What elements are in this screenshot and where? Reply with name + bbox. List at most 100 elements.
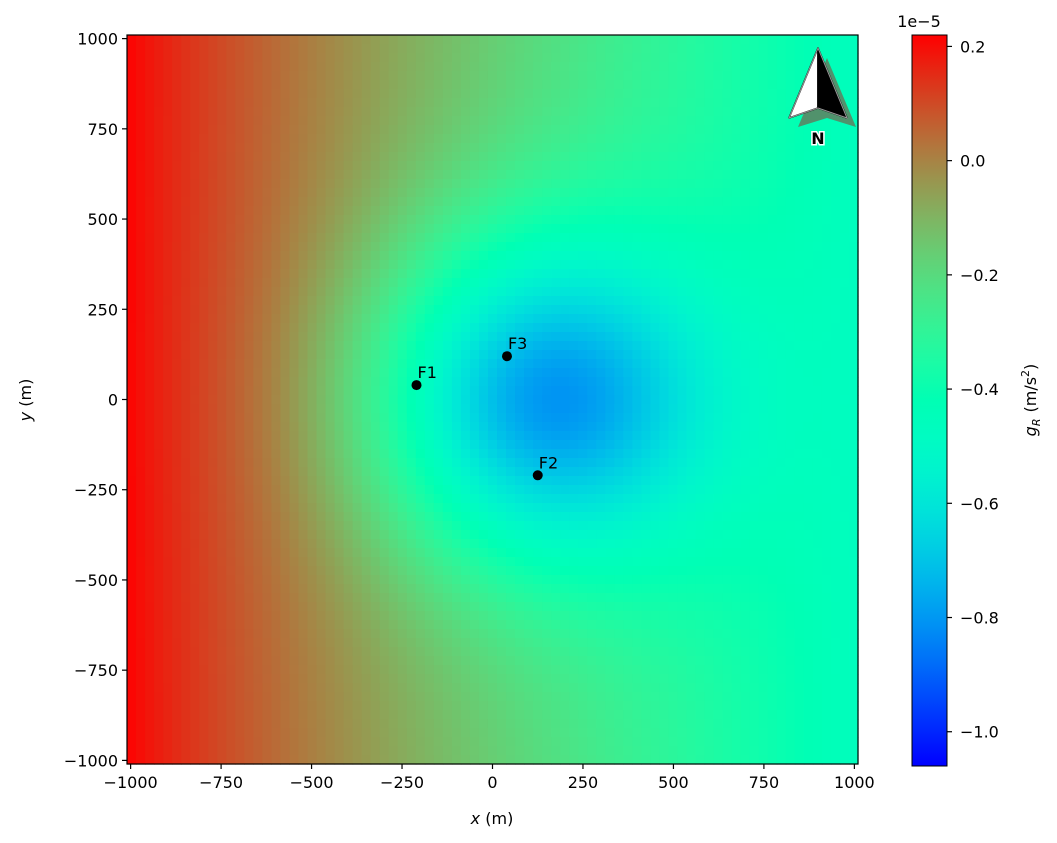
- heatmap-cell: [641, 224, 652, 234]
- heatmap-cell: [145, 521, 155, 531]
- heatmap-cell: [659, 413, 670, 423]
- heatmap-cell: [659, 80, 670, 90]
- heatmap-cell: [172, 35, 182, 45]
- heatmap-cell: [388, 143, 399, 153]
- heatmap-cell: [812, 305, 823, 315]
- heatmap-cell: [181, 386, 191, 396]
- heatmap-cell: [623, 242, 633, 252]
- heatmap-cell: [533, 242, 543, 252]
- heatmap-cell: [163, 224, 173, 234]
- heatmap-cell: [280, 269, 291, 279]
- heatmap-cell: [668, 116, 679, 126]
- heatmap-cell: [478, 413, 489, 423]
- heatmap-cell: [542, 350, 552, 360]
- heatmap-cell: [325, 260, 336, 270]
- heatmap-cell: [695, 80, 706, 90]
- heatmap-cell: [217, 485, 227, 495]
- heatmap-cell: [460, 44, 471, 54]
- heatmap-cell: [235, 305, 245, 315]
- heatmap-cell: [280, 107, 291, 117]
- heatmap-cell: [605, 359, 615, 369]
- heatmap-cell: [253, 584, 263, 594]
- heatmap-cell: [442, 233, 453, 243]
- heatmap-cell: [542, 323, 552, 333]
- heatmap-cell: [253, 350, 263, 360]
- heatmap-cell: [731, 89, 742, 99]
- heatmap-cell: [776, 521, 787, 531]
- heatmap-cell: [361, 44, 372, 54]
- heatmap-cell: [379, 170, 390, 180]
- heatmap-cell: [307, 323, 318, 333]
- heatmap-cell: [325, 395, 336, 405]
- heatmap-cell: [695, 143, 706, 153]
- heatmap-cell: [641, 71, 652, 81]
- heatmap-cell: [767, 269, 778, 279]
- heatmap-cell: [334, 170, 345, 180]
- heatmap-cell: [334, 377, 345, 387]
- heatmap-cell: [785, 62, 796, 72]
- heatmap-cell: [542, 233, 552, 243]
- heatmap-cell: [677, 278, 688, 288]
- heatmap-cell: [433, 71, 444, 81]
- heatmap-cell: [244, 44, 254, 54]
- heatmap-cell: [352, 503, 363, 513]
- heatmap-cell: [433, 233, 444, 243]
- heatmap-cell: [379, 566, 390, 576]
- heatmap-cell: [515, 62, 525, 72]
- heatmap-cell: [722, 125, 733, 135]
- heatmap-cell: [451, 296, 462, 306]
- heatmap-cell: [361, 71, 372, 81]
- heatmap-cell: [487, 305, 498, 315]
- heatmap-cell: [388, 62, 399, 72]
- heatmap-cell: [190, 206, 200, 216]
- heatmap-cell: [578, 476, 588, 486]
- heatmap-cell: [569, 98, 579, 108]
- heatmap-cell: [614, 188, 624, 198]
- heatmap-cell: [758, 350, 769, 360]
- heatmap-cell: [424, 35, 435, 45]
- heatmap-cell: [731, 422, 742, 432]
- heatmap-cell: [623, 395, 633, 405]
- heatmap-cell: [316, 557, 327, 567]
- heatmap-cell: [623, 566, 633, 576]
- heatmap-cell: [794, 494, 805, 504]
- heatmap-cell: [758, 305, 769, 315]
- heatmap-cell: [506, 305, 516, 315]
- heatmap-cell: [217, 548, 227, 558]
- heatmap-cell: [497, 125, 507, 135]
- heatmap-cell: [370, 161, 381, 171]
- heatmap-cell: [794, 575, 805, 585]
- heatmap-cell: [686, 89, 697, 99]
- heatmap-cell: [686, 440, 697, 450]
- heatmap-cell: [424, 62, 435, 72]
- heatmap-cell: [641, 539, 652, 549]
- heatmap-cell: [713, 440, 724, 450]
- heatmap-cell: [758, 296, 769, 306]
- heatmap-cell: [244, 377, 254, 387]
- heatmap-cell: [785, 314, 796, 324]
- heatmap-cell: [370, 179, 381, 189]
- heatmap-cell: [199, 305, 209, 315]
- heatmap-cell: [623, 89, 633, 99]
- heatmap-cell: [388, 197, 399, 207]
- heatmap-cell: [388, 107, 399, 117]
- heatmap-cell: [596, 566, 606, 576]
- heatmap-cell: [226, 233, 236, 243]
- heatmap-cell: [289, 575, 300, 585]
- heatmap-cell: [343, 512, 354, 522]
- heatmap-cell: [695, 350, 706, 360]
- heatmap-cell: [379, 377, 390, 387]
- heatmap-cell: [388, 53, 399, 63]
- heatmap-cell: [713, 467, 724, 477]
- heatmap-cell: [289, 251, 300, 261]
- heatmap-cell: [830, 341, 841, 351]
- heatmap-cell: [397, 584, 408, 594]
- heatmap-cell: [442, 476, 453, 486]
- heatmap-cell: [433, 206, 444, 216]
- heatmap-cell: [641, 404, 652, 414]
- heatmap-cell: [271, 467, 282, 477]
- heatmap-cell: [803, 251, 814, 261]
- heatmap-cell: [731, 161, 742, 171]
- heatmap-cell: [605, 332, 615, 342]
- heatmap-cell: [785, 44, 796, 54]
